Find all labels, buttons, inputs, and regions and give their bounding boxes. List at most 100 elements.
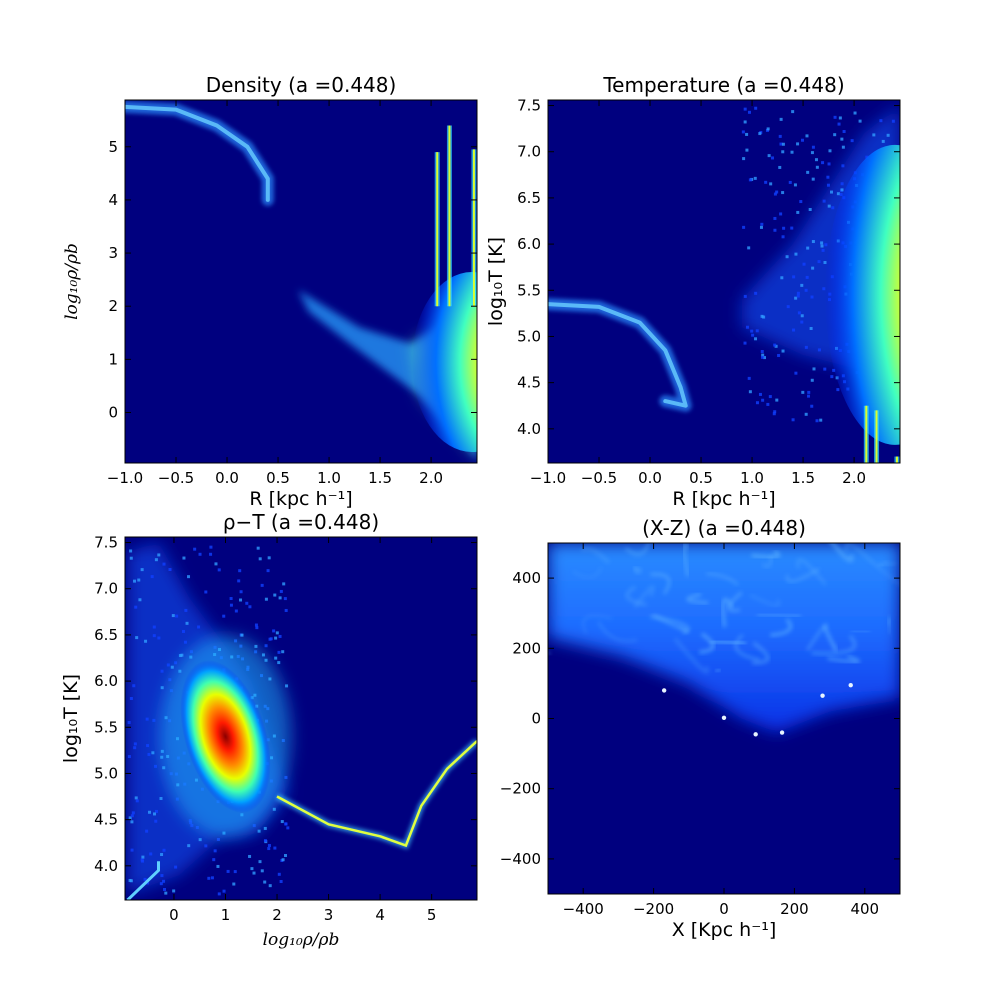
gas-filament: [822, 625, 838, 652]
scatter-cell: [771, 156, 775, 160]
x-tick-label: 5: [427, 906, 437, 924]
scatter-cell: [131, 811, 135, 815]
scatter-cell: [250, 867, 254, 871]
scatter-cell: [741, 130, 745, 134]
scatter-cell: [822, 287, 826, 291]
scatter-cell: [777, 353, 781, 357]
scatter-cell: [170, 665, 174, 669]
scatter-cell: [264, 644, 268, 648]
panel-4: −400 −200 0 200 400 −400 −200 0 200 400 (X-Z) (a =…: [500, 516, 901, 941]
scatter-cell: [144, 639, 148, 643]
scatter-cell: [280, 820, 284, 824]
scatter-cell: [755, 329, 759, 333]
scatter-cell: [277, 872, 281, 876]
scatter-cell: [891, 119, 895, 123]
y-tick-label: 200: [512, 639, 541, 657]
scatter-cell: [190, 823, 194, 827]
gas-filament: [749, 594, 781, 607]
scatter-cell: [809, 326, 813, 330]
scatter-cell: [872, 133, 876, 137]
y-tick-label: −400: [500, 850, 541, 868]
scatter-cell: [769, 182, 773, 186]
y-tick-label: 4: [108, 191, 118, 209]
scatter-cell: [141, 859, 145, 863]
scatter-cell: [130, 814, 134, 818]
scatter-cell: [164, 891, 168, 895]
scatter-cell: [175, 614, 179, 618]
scatter-cell: [263, 839, 267, 843]
scatter-cell: [785, 255, 789, 259]
scatter-cell: [260, 869, 264, 873]
scatter-cell: [238, 569, 242, 573]
scatter-cell: [193, 547, 197, 551]
scatter-cell: [754, 106, 758, 110]
scatter-cell: [254, 623, 258, 627]
scatter-cell: [743, 341, 747, 345]
scatter-cell: [824, 243, 828, 247]
plot-frame: [124, 99, 478, 464]
scatter-cell: [163, 887, 167, 891]
scatter-cell: [166, 663, 170, 667]
gas-filament: [756, 612, 802, 619]
scatter-cell: [830, 190, 834, 194]
scatter-cell: [138, 598, 142, 602]
x-tick-label: 1: [221, 906, 231, 924]
scatter-cell: [858, 119, 862, 123]
scatter-cell: [248, 605, 252, 609]
scatter-cell: [229, 603, 233, 607]
scatter-cell: [217, 892, 221, 896]
scatter-cell: [796, 294, 800, 298]
scatter-cell: [134, 796, 138, 800]
scatter-cell: [256, 546, 260, 550]
scatter-cell: [758, 132, 762, 136]
scatter-cell: [152, 634, 156, 638]
scatter-cell: [742, 225, 746, 229]
scatter-cell: [278, 596, 282, 600]
scatter-cell: [185, 621, 189, 625]
y-tick-label: 0: [531, 710, 541, 728]
scatter-cell: [804, 288, 808, 292]
scatter-cell: [823, 367, 827, 371]
panel-title: (X-Z) (a =0.448): [642, 516, 806, 540]
scatter-cell: [183, 640, 187, 644]
scatter-cell: [278, 634, 282, 638]
panel-2: −1.0 −0.5 0.0 0.5 1.0 1.5 2.0 4.0 4.5 5.0 5.5 6.0 6.…: [485, 73, 901, 510]
scatter-cell: [821, 248, 825, 252]
scatter-cell: [237, 579, 241, 583]
scatter-cell: [828, 149, 832, 153]
scatter-cell: [781, 235, 785, 239]
scatter-cell: [133, 746, 137, 750]
plot-area: [125, 100, 477, 461]
scatter-cell: [827, 162, 831, 166]
scatter-cell: [198, 552, 202, 556]
scatter-cell: [239, 590, 243, 594]
plot-area: [126, 542, 477, 900]
y-tick-label: 7.0: [517, 143, 541, 161]
y-tick-label: 7.5: [94, 534, 118, 552]
scatter-cell: [761, 398, 765, 402]
scatter-cell: [745, 325, 749, 329]
scatter-cell: [232, 882, 236, 886]
x-tick-label: 0: [719, 900, 729, 918]
scatter-cell: [833, 115, 837, 119]
scatter-cell: [129, 696, 133, 700]
scatter-cell: [258, 860, 262, 864]
scatter-cell: [841, 164, 845, 168]
scatter-cell: [762, 315, 766, 319]
scatter-cell: [761, 355, 765, 359]
y-tick-label: 6.5: [517, 189, 541, 207]
scatter-cell: [174, 865, 178, 869]
ridge-line: [276, 740, 477, 848]
density-peak: [411, 272, 477, 452]
scatter-cell: [274, 656, 278, 660]
scatter-cell: [283, 854, 287, 858]
scatter-cell: [881, 139, 885, 143]
scatter-cell: [154, 764, 158, 768]
scatter-cell: [779, 212, 783, 216]
scatter-cell: [233, 870, 237, 874]
scatter-cell: [217, 568, 221, 572]
blob-core: [180, 660, 271, 813]
scatter-cell: [172, 889, 176, 893]
scatter-cell: [263, 880, 267, 884]
